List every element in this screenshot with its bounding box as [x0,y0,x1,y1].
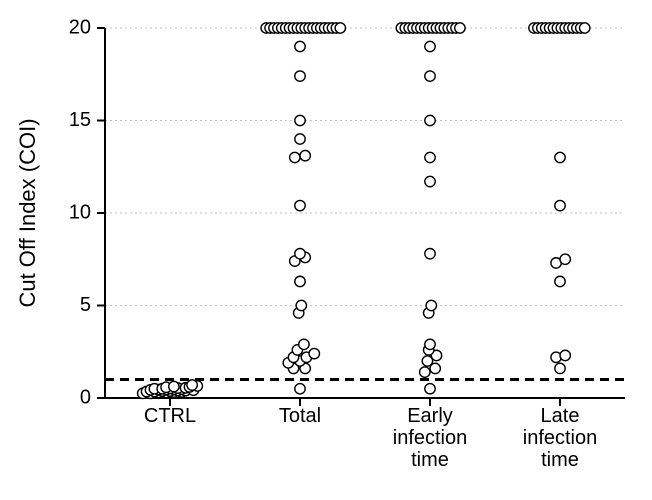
data-point [295,115,305,125]
x-category-label: Total [279,405,321,427]
data-point [420,367,430,377]
data-point [425,339,435,349]
x-category-label: CTRL [144,405,196,427]
data-point [295,134,305,144]
y-tick-label: 5 [80,294,91,316]
data-point [295,249,305,259]
data-point [169,381,179,391]
data-point [455,23,465,33]
data-point [426,300,436,310]
x-category-label: Lateinfectiontime [523,405,598,471]
data-point [425,152,435,162]
data-point [299,339,309,349]
y-tick-label: 20 [69,16,91,38]
y-tick-label: 15 [69,109,91,131]
data-point [335,23,345,33]
y-tick-label: 0 [80,386,91,408]
data-point [425,384,435,394]
data-point [296,300,306,310]
data-point [555,200,565,210]
data-point [295,200,305,210]
data-point [290,152,300,162]
data-point [555,152,565,162]
data-point [425,176,435,186]
y-axis-title: Cut Off Index (COI) [15,118,40,307]
data-point [309,348,319,358]
data-point [560,254,570,264]
data-point [300,150,310,160]
data-point [560,350,570,360]
data-point [295,276,305,286]
data-point [295,71,305,81]
chart-container: 0 5 10 15 20 CTRL Total Earlyinfectiontime Latei… [0,0,652,500]
strip-chart: 0 5 10 15 20 CTRL Total Earlyinfectiontime Latei… [0,0,652,500]
data-point [295,384,305,394]
x-category-label: Earlyinfectiontime [393,405,468,471]
data-point [425,71,435,81]
data-point [555,276,565,286]
data-point [425,249,435,259]
data-point [425,115,435,125]
y-tick-label: 10 [69,201,91,223]
data-point [425,41,435,51]
data-point [295,41,305,51]
data-point [580,23,590,33]
data-point [187,380,197,390]
data-point [555,363,565,373]
